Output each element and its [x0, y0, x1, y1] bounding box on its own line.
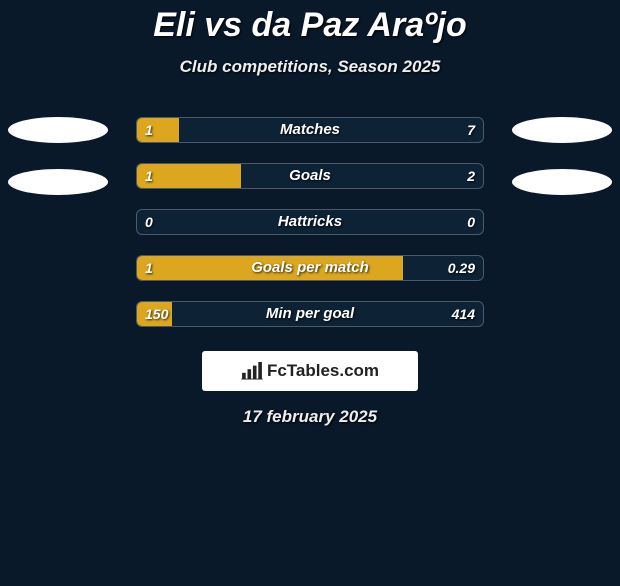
stat-row: 00Hattricks [0, 205, 620, 251]
stat-bar: 10.29Goals per match [136, 255, 484, 281]
stat-label: Hattricks [137, 210, 483, 234]
player-marker-right [512, 117, 612, 143]
player-marker-left [8, 169, 108, 195]
stat-label: Matches [137, 118, 483, 142]
stat-row: 12Goals [0, 159, 620, 205]
stat-bar: 12Goals [136, 163, 484, 189]
subtitle: Club competitions, Season 2025 [0, 57, 620, 77]
player-marker-left [8, 117, 108, 143]
stat-bar: 150414Min per goal [136, 301, 484, 327]
stat-row: 17Matches [0, 113, 620, 159]
player-marker-right [512, 169, 612, 195]
page-title: Eli vs da Paz Araºjo [0, 6, 620, 45]
site-logo[interactable]: FcTables.com [202, 351, 418, 391]
stat-row: 10.29Goals per match [0, 251, 620, 297]
bar-chart-icon [241, 362, 263, 380]
stat-label: Goals per match [137, 256, 483, 280]
stat-label: Goals [137, 164, 483, 188]
date-text: 17 february 2025 [0, 407, 620, 427]
stat-bar: 17Matches [136, 117, 484, 143]
logo-text: FcTables.com [267, 361, 379, 381]
stat-row: 150414Min per goal [0, 297, 620, 343]
stat-bar: 00Hattricks [136, 209, 484, 235]
stats-container: 17Matches 12Goals 00Hattricks 10.29Goals pe… [0, 113, 620, 343]
stat-label: Min per goal [137, 302, 483, 326]
